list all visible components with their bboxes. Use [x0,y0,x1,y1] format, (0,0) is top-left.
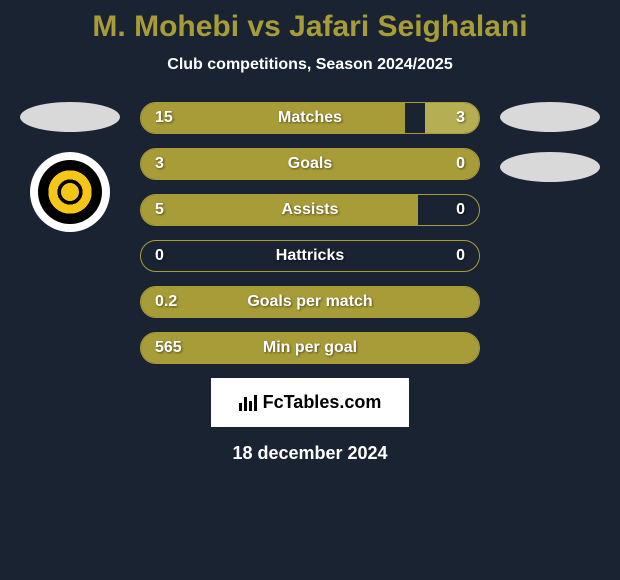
stat-label: Assists [282,201,339,219]
stat-value-right: 0 [456,201,465,219]
bar-fill-right [425,103,479,133]
player2-ellipse-2 [500,152,600,182]
stat-bar-assists: 5 0 Assists [140,194,480,226]
stat-bar-min-per-goal: 565 Min per goal [140,332,480,364]
fctables-badge: FcTables.com [211,378,410,427]
stat-value-left: 0 [155,247,164,265]
player1-club-badge [30,152,110,232]
stat-label: Goals [288,155,332,173]
stat-bar-matches: 15 3 Matches [140,102,480,134]
brand-text: FcTables.com [263,392,382,413]
footer: FcTables.com 18 december 2024 [0,378,620,464]
stat-value-left: 565 [155,339,182,357]
stat-value-right: 3 [456,109,465,127]
stat-bar-hattricks: 0 0 Hattricks [140,240,480,272]
main-container: M. Mohebi vs Jafari Seighalani Club comp… [0,0,620,474]
player1-ellipse [20,102,120,132]
player2-ellipse-1 [500,102,600,132]
stat-label: Hattricks [276,247,344,265]
title-player2: Jafari Seighalani [289,10,527,43]
stat-bar-goals: 3 0 Goals [140,148,480,180]
stat-value-left: 0.2 [155,293,177,311]
stat-label: Goals per match [247,293,372,311]
stat-label: Matches [278,109,342,127]
title-player1: M. Mohebi [92,10,239,43]
page-title: M. Mohebi vs Jafari Seighalani [0,10,620,44]
bar-chart-icon [239,395,257,411]
date: 18 december 2024 [232,443,387,464]
stat-value-right: 0 [456,247,465,265]
left-column [10,102,130,232]
stat-label: Min per goal [263,339,357,357]
stat-value-right: 0 [456,155,465,173]
stat-bar-goals-per-match: 0.2 Goals per match [140,286,480,318]
title-vs: vs [247,10,280,43]
stat-value-left: 15 [155,109,173,127]
content-row: 15 3 Matches 3 0 Goals 5 0 Assists 0 0 Hattricks 0.2… [0,102,620,364]
right-column [490,102,610,182]
subtitle: Club competitions, Season 2024/2025 [0,56,620,74]
stat-value-left: 3 [155,155,164,173]
club-badge-icon [38,160,102,224]
bar-fill-left [141,103,405,133]
stat-value-left: 5 [155,201,164,219]
bar-fill-left [141,195,418,225]
stats-column: 15 3 Matches 3 0 Goals 5 0 Assists 0 0 Hattricks 0.2… [130,102,490,364]
